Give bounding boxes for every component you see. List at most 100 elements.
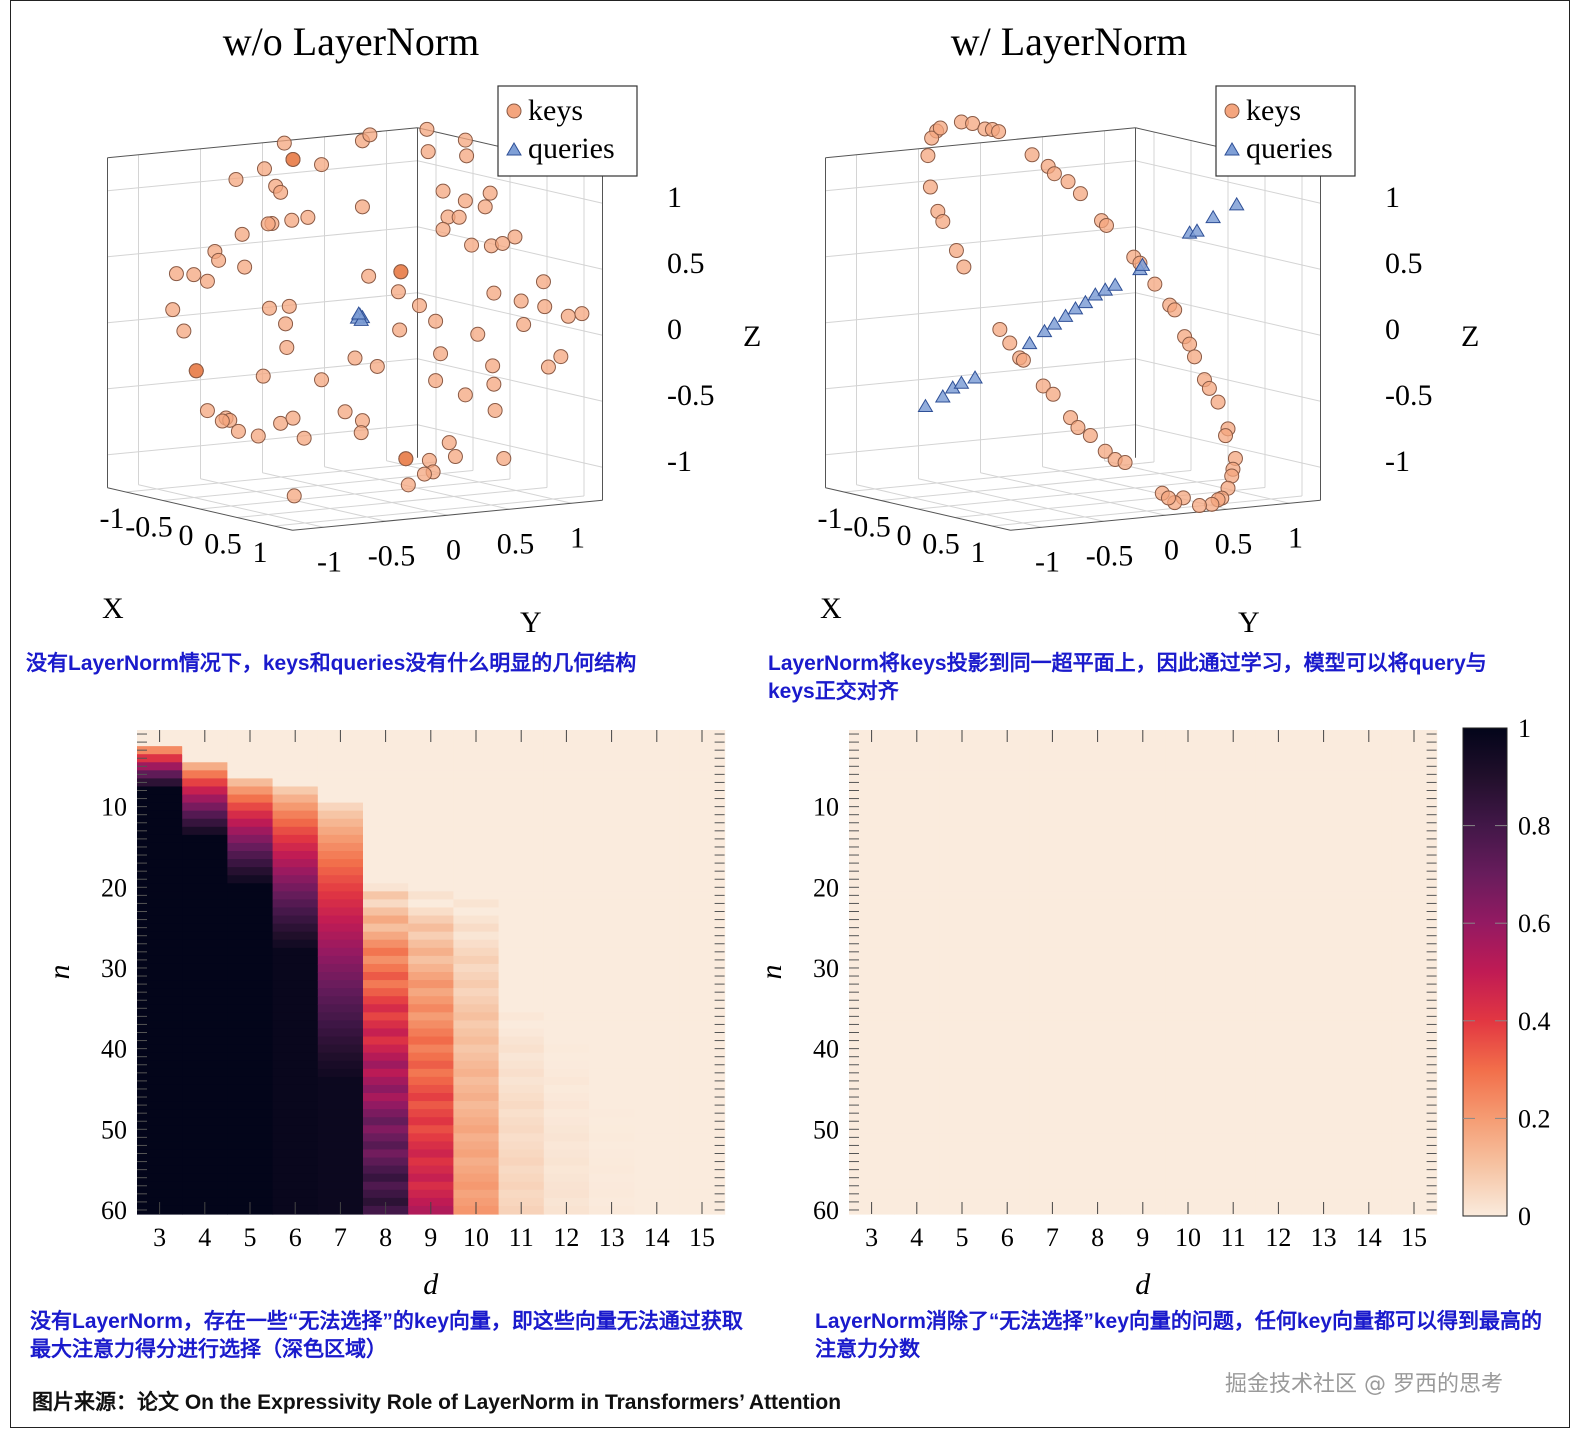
heatmap-cell [543, 1076, 590, 1086]
heatmap-cell [1120, 818, 1166, 828]
heatmap-cell [1120, 875, 1166, 884]
heatmap-cell [317, 1133, 364, 1142]
heatmap-cell [1120, 972, 1166, 981]
heatmap-cell [1255, 1141, 1302, 1151]
heatmap-cell [1210, 907, 1257, 917]
heatmap-cell [1210, 1189, 1257, 1199]
heatmap-cell [634, 891, 680, 900]
heatmap-cell [1029, 1125, 1076, 1134]
heatmap-cell [1391, 1020, 1438, 1030]
key-point [278, 316, 294, 332]
heatmap-cell [453, 972, 500, 981]
heatmap-cell [849, 923, 895, 933]
heatmap-cell [939, 907, 986, 917]
heatmap-cell [1029, 859, 1076, 868]
heatmap-cell [1391, 996, 1438, 1005]
heatmap-cell [1210, 1084, 1257, 1094]
heatmap-cell [317, 1052, 364, 1062]
key-point [186, 267, 202, 283]
legend-query-marker [506, 142, 522, 156]
heatmap-cell [589, 1004, 635, 1013]
heatmap-cell [984, 1117, 1031, 1126]
heatmap-cell [634, 915, 680, 925]
heatmap-cell [408, 980, 454, 989]
heatmap-cell [543, 1141, 590, 1151]
heatmap-cell [1075, 923, 1121, 933]
heatmap-cell [453, 1125, 500, 1134]
heatmap-cell [1075, 802, 1121, 812]
heatmap-cell [182, 770, 228, 779]
heatmap-cell [894, 1141, 940, 1151]
heatmap-cell [1346, 939, 1392, 949]
heatmap-cell [272, 818, 319, 828]
heatmap-cell [317, 1149, 364, 1159]
heatmap-cell [182, 834, 228, 844]
heatmap-cell [894, 1068, 940, 1078]
heatmap-cell [227, 1052, 274, 1062]
heatmap-cell [679, 778, 726, 788]
heatmap-cell [137, 931, 183, 941]
key-point [1191, 498, 1207, 514]
heatmap-cell [137, 1028, 183, 1038]
heatmap-cell [227, 1189, 274, 1199]
heatmap-cell [227, 996, 274, 1005]
heatmap-cell [1165, 1093, 1212, 1102]
heatmap-cell [182, 802, 228, 812]
key-point [464, 237, 480, 253]
heatmap-cell [498, 980, 545, 989]
heatmap-cell [1346, 1149, 1392, 1159]
heatmap-cell [984, 1084, 1031, 1094]
heatmap-cell [634, 1044, 680, 1054]
key-point [400, 477, 416, 493]
heatmap-cell [182, 883, 228, 892]
heatmap-cell [589, 754, 635, 763]
heatmap-cell [182, 1028, 228, 1038]
heatmap-cell [317, 963, 364, 973]
query-point [917, 398, 934, 413]
heatmap-cell [137, 810, 183, 820]
key-point [261, 300, 277, 316]
axis-box-edge [825, 487, 1011, 531]
heatmap-cell [849, 1076, 895, 1086]
heatmap-cell [1391, 883, 1438, 892]
x-tick-label: 3 [865, 1223, 878, 1252]
heatmap-cell [1165, 923, 1212, 933]
heatmap-cell [137, 1181, 183, 1191]
heatmap-cell [894, 859, 940, 868]
heatmap-cell [1165, 1012, 1212, 1021]
heatmap-cell [679, 834, 726, 844]
heatmap-cell [679, 1141, 726, 1151]
key-point [188, 363, 204, 379]
heatmap-cell [984, 778, 1031, 788]
heatmap-cell [363, 762, 409, 771]
grid-line [236, 487, 548, 518]
heatmap-cell [634, 762, 680, 771]
grid-line [1135, 358, 1321, 402]
heatmap-cell [1346, 834, 1392, 844]
heatmap-cell [453, 1101, 500, 1110]
heatmap-cell [317, 1004, 364, 1013]
heatmap-cell [1391, 834, 1438, 844]
heatmap-cell [894, 972, 940, 981]
heatmap-cell [227, 1125, 274, 1134]
heatmap-cell [1210, 851, 1257, 860]
x-tick-label: 12 [553, 1223, 579, 1252]
heatmap-cell [589, 834, 635, 844]
heatmap-cell [453, 1141, 500, 1151]
heatmap-cell [1120, 963, 1166, 973]
heatmap-cell [227, 1036, 274, 1046]
y-axis-label: n [43, 965, 76, 980]
heatmap-cell [894, 931, 940, 941]
heatmap-cell [1346, 818, 1392, 828]
heatmap-cell [453, 754, 500, 763]
axis-box-edge [292, 499, 603, 531]
heatmap-cell [453, 818, 500, 828]
heatmap-cell [498, 1052, 545, 1062]
heatmap-cell [227, 859, 274, 868]
heatmap-cell [182, 1109, 228, 1118]
heatmap-cell [1346, 988, 1392, 997]
heatmap-cell [453, 939, 500, 949]
heatmap-cell [543, 1036, 590, 1046]
heatmap-cell [272, 931, 319, 941]
heatmap-cell [317, 826, 364, 836]
